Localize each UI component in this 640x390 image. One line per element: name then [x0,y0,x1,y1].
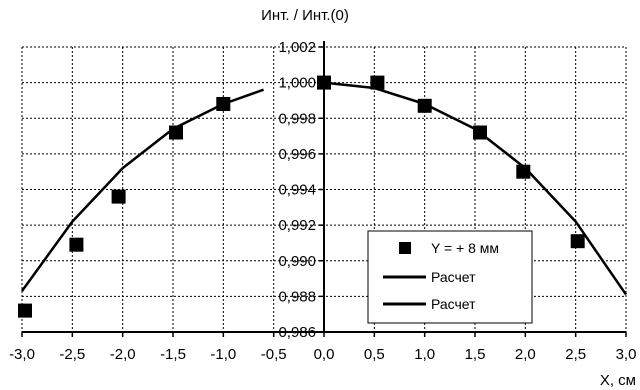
legend-label-series-1: Y = + 8 мм [431,240,499,256]
x-tick-label: 1,0 [414,346,435,363]
y-tick-label: 0,990 [278,253,316,270]
x-tick-label: -1,0 [210,346,236,363]
x-tick-label: 3,0 [616,346,637,363]
x-tick-label: -1,5 [160,346,186,363]
x-tick-label: 1,5 [465,346,486,363]
data-point [169,125,183,140]
legend-label-series-3: Расчет [431,296,476,312]
data-point [317,75,331,90]
legend-label-series-2: Расчет [431,269,476,285]
tick-labels: -3,0 -2,5 -2,0 -1,5 -1,0 -0,5 0,0 0,5 1,0 1,5 2,0 2… [9,39,636,363]
x-tick-label: 0,0 [314,346,335,363]
data-point [473,125,487,140]
y-tick-label: 0,992 [278,217,316,234]
x-tick-label: 2,0 [515,346,536,363]
data-point [18,303,32,318]
data-point [417,98,432,113]
x-axis-title: X, см [600,372,636,389]
x-tick-label: -2,5 [59,346,85,363]
y-tick-label: 0,994 [278,182,316,199]
data-point [111,189,126,204]
y-tick-label: 0,986 [278,324,316,341]
y-tick-label: 0,998 [278,110,316,127]
data-point [69,237,84,252]
data-point [370,75,385,90]
y-tick-label: 0,996 [278,146,316,163]
data-point [570,234,585,249]
y-tick-label: 1,002 [278,39,316,56]
legend-marker-swatch [399,242,411,254]
x-tick-label: -0,5 [261,346,287,363]
legend: Y = + 8 мм Расчет Расчет [367,230,533,324]
series [18,75,628,318]
y-tick-label: 0,988 [278,288,316,305]
data-point [516,164,531,179]
y-tick-label: 1,000 [278,75,316,92]
x-tick-label: -3,0 [9,346,35,363]
x-tick-label: 2,5 [565,346,586,363]
y-axis-title: Инт. / Инт.(0) [261,7,349,24]
x-tick-label: 0,5 [364,346,385,363]
data-point [216,97,231,111]
x-tick-label: -2,0 [110,346,136,363]
